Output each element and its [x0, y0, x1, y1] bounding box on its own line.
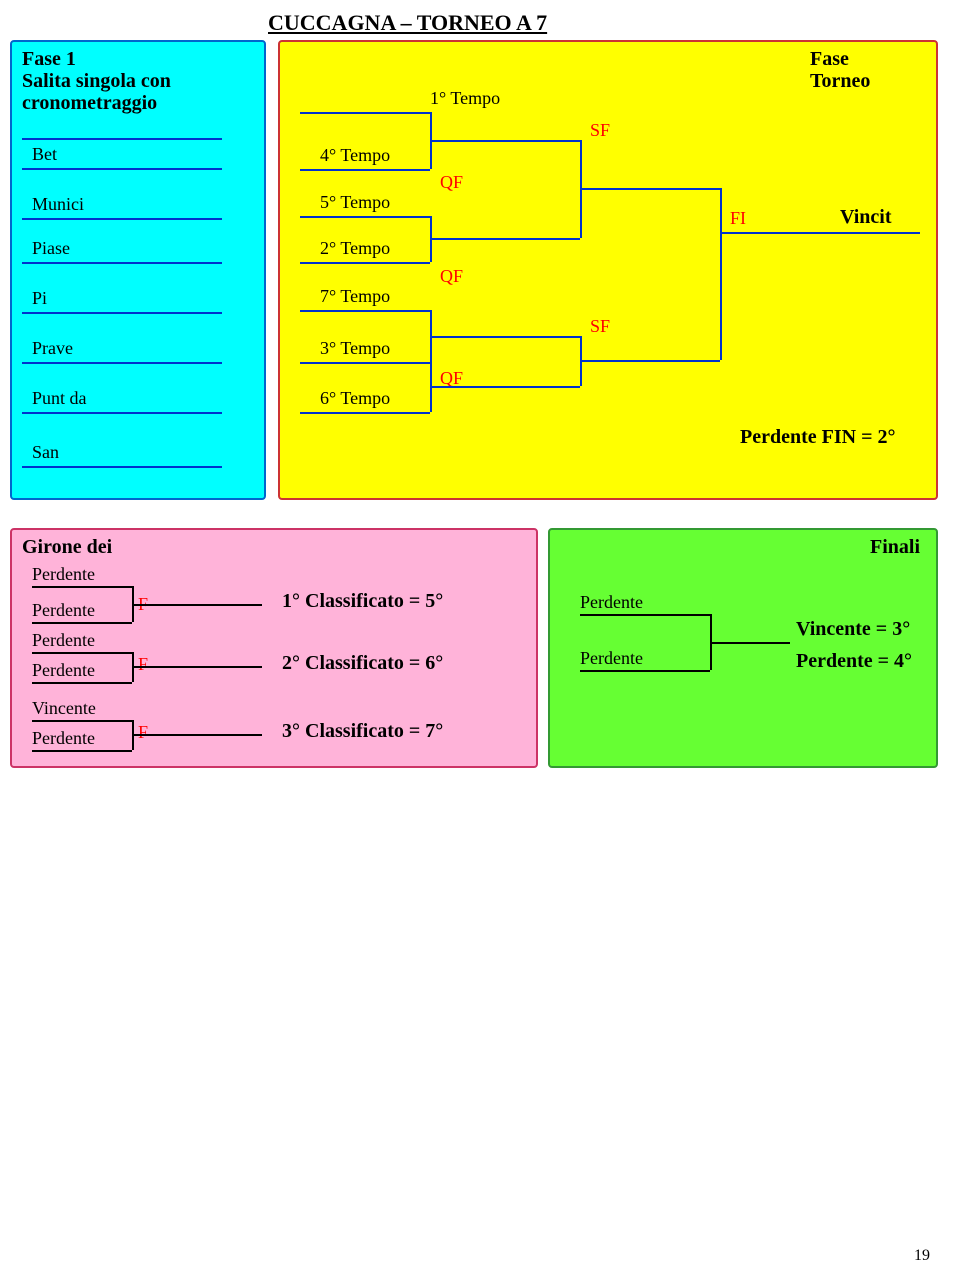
slot-label: Punt da [32, 388, 87, 409]
perdente-label: Perdente [32, 660, 95, 681]
tempo-label: 4° Tempo [320, 145, 390, 166]
slot-line [22, 412, 222, 414]
entry-line [580, 670, 710, 672]
slot-line [22, 262, 222, 264]
slot-label: Bet [32, 144, 57, 165]
slot-label: Piase [32, 238, 70, 259]
bracket-line [580, 188, 720, 190]
phase2-h2: Torneo [810, 70, 870, 93]
phase1-h3: cronometraggio [22, 92, 157, 115]
phase2-h1: Fase [810, 48, 849, 71]
phase2-panel: Fase Torneo 1° Tempo 4° Tempo SF 5° Temp… [278, 40, 938, 500]
bracket-line [430, 386, 580, 388]
perdente-label: Perdente [32, 564, 95, 585]
entry-line [580, 614, 710, 616]
entry-line [32, 682, 132, 684]
page-number: 19 [914, 1247, 930, 1265]
slot-line [22, 466, 222, 468]
bracket-line [300, 262, 430, 264]
class1-label: 1° Classificato = 5° [282, 590, 443, 613]
bracket-line [132, 604, 262, 606]
bracket-line [720, 188, 722, 360]
bracket-line [300, 216, 430, 218]
bracket-line [300, 310, 430, 312]
bracket-line [300, 169, 430, 171]
slot-label: Prave [32, 338, 73, 359]
entry-line [32, 750, 132, 752]
tempo-label: 2° Tempo [320, 238, 390, 259]
bracket-line [132, 666, 262, 668]
tempo-label: 3° Tempo [320, 338, 390, 359]
tempo-label: 7° Tempo [320, 286, 390, 307]
entry-line [32, 586, 132, 588]
phase1-panel: Fase 1 Salita singola con cronometraggio… [10, 40, 266, 500]
phase1-h2: Salita singola con [22, 70, 171, 93]
bracket-line [430, 140, 580, 142]
vinc3-label: Vincente = 3° [796, 618, 910, 641]
slot-line [22, 218, 222, 220]
phase1-h1: Fase 1 [22, 48, 76, 71]
bracket-line [300, 412, 430, 414]
bracket-line [580, 360, 720, 362]
slot-line [22, 138, 222, 140]
f-label: F [138, 654, 148, 675]
slot-line [22, 312, 222, 314]
page-title: CUCCAGNA – TORNEO A 7 [268, 10, 547, 36]
bracket-line [720, 232, 920, 234]
bracket-line [430, 336, 580, 338]
winner-label: Vincit [840, 206, 891, 229]
entry-line [32, 652, 132, 654]
slot-label: San [32, 442, 59, 463]
class2-label: 2° Classificato = 6° [282, 652, 443, 675]
slot-line [22, 168, 222, 170]
finali-panel: Finali Perdente Perdente Vincente = 3° P… [548, 528, 938, 768]
slot-line [22, 362, 222, 364]
entry-line [32, 720, 132, 722]
bracket-line [710, 642, 790, 644]
bracket-line [430, 238, 580, 240]
qf-label: QF [440, 172, 463, 193]
vincente-label: Vincente [32, 698, 96, 719]
qf-label: QF [440, 266, 463, 287]
bracket-line [132, 734, 262, 736]
perdente-label: Perdente [32, 630, 95, 651]
sf-label: SF [590, 120, 610, 141]
girone-panel: Girone dei Perdente Perdente F Perdente … [10, 528, 538, 768]
class3-label: 3° Classificato = 7° [282, 720, 443, 743]
girone-heading: Girone dei [22, 536, 112, 559]
perdente-label: Perdente [580, 648, 643, 669]
finali-heading: Finali [870, 536, 920, 559]
perd4-label: Perdente = 4° [796, 650, 912, 673]
slot-label: Pi [32, 288, 47, 309]
f-label: F [138, 722, 148, 743]
bracket-line [300, 362, 430, 364]
perdente-label: Perdente [580, 592, 643, 613]
perdente-label: Perdente [32, 728, 95, 749]
fi-label: FI [730, 208, 746, 229]
tempo-label: 5° Tempo [320, 192, 390, 213]
loser-fin-label: Perdente FIN = 2° [740, 426, 895, 449]
tempo-label: 1° Tempo [430, 88, 500, 109]
slot-label: Munici [32, 194, 84, 215]
sf-label: SF [590, 316, 610, 337]
bracket-line [300, 112, 430, 114]
tempo-label: 6° Tempo [320, 388, 390, 409]
perdente-label: Perdente [32, 600, 95, 621]
entry-line [32, 622, 132, 624]
